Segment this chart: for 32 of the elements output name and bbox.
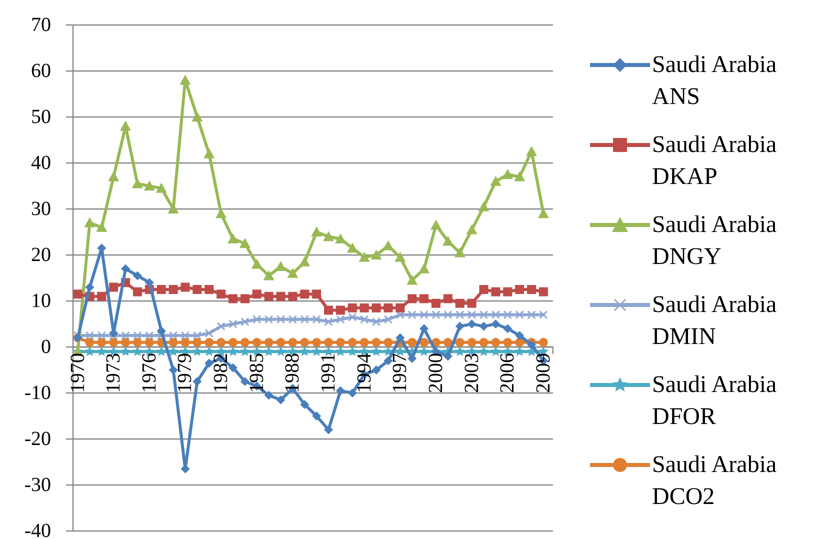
x-tick-label: 2003 (460, 353, 483, 393)
y-tick-label: 50 (31, 106, 51, 128)
x-tick-label: 1985 (246, 353, 268, 393)
x-tick-label: 2000 (424, 353, 447, 393)
x-tick-label: 2009 (532, 353, 554, 393)
x-tick-label: 1997 (389, 353, 412, 393)
y-tick-label: 40 (31, 152, 51, 174)
y-tick-label: 10 (31, 290, 51, 312)
y-tick-label: 30 (31, 198, 51, 220)
y-tick-label: -30 (24, 474, 51, 496)
legend-label: Saudi Arabia DNGY (652, 212, 777, 270)
x-tick-label: 1973 (102, 353, 125, 393)
legend-label: Saudi Arabia ANS (652, 52, 777, 110)
x-tick-label: 1979 (174, 353, 196, 393)
y-tick-label: -10 (24, 382, 51, 404)
legend-label: Saudi Arabia DFOR (652, 372, 777, 430)
legend-label: Saudi Arabia DCO2 (652, 452, 777, 510)
y-tick-label: -40 (24, 520, 51, 539)
x-tick-label: 2006 (496, 353, 519, 393)
y-tick-label: 70 (31, 14, 51, 36)
y-tick-label: -20 (24, 428, 51, 450)
legend-label: Saudi Arabia DKAP (652, 132, 777, 190)
y-tick-label: 20 (31, 244, 51, 266)
x-tick-label: 1970 (66, 353, 89, 393)
y-tick-label: 60 (31, 60, 51, 82)
y-tick-label: 0 (41, 336, 51, 358)
x-tick-label: 1988 (282, 353, 304, 393)
x-tick-label: 1991 (318, 353, 340, 393)
x-tick-label: 1982 (210, 353, 232, 393)
x-tick-label: 1976 (138, 353, 160, 393)
legend-label: Saudi Arabia DMIN (652, 292, 777, 350)
x-tick-label: 1994 (353, 353, 376, 393)
